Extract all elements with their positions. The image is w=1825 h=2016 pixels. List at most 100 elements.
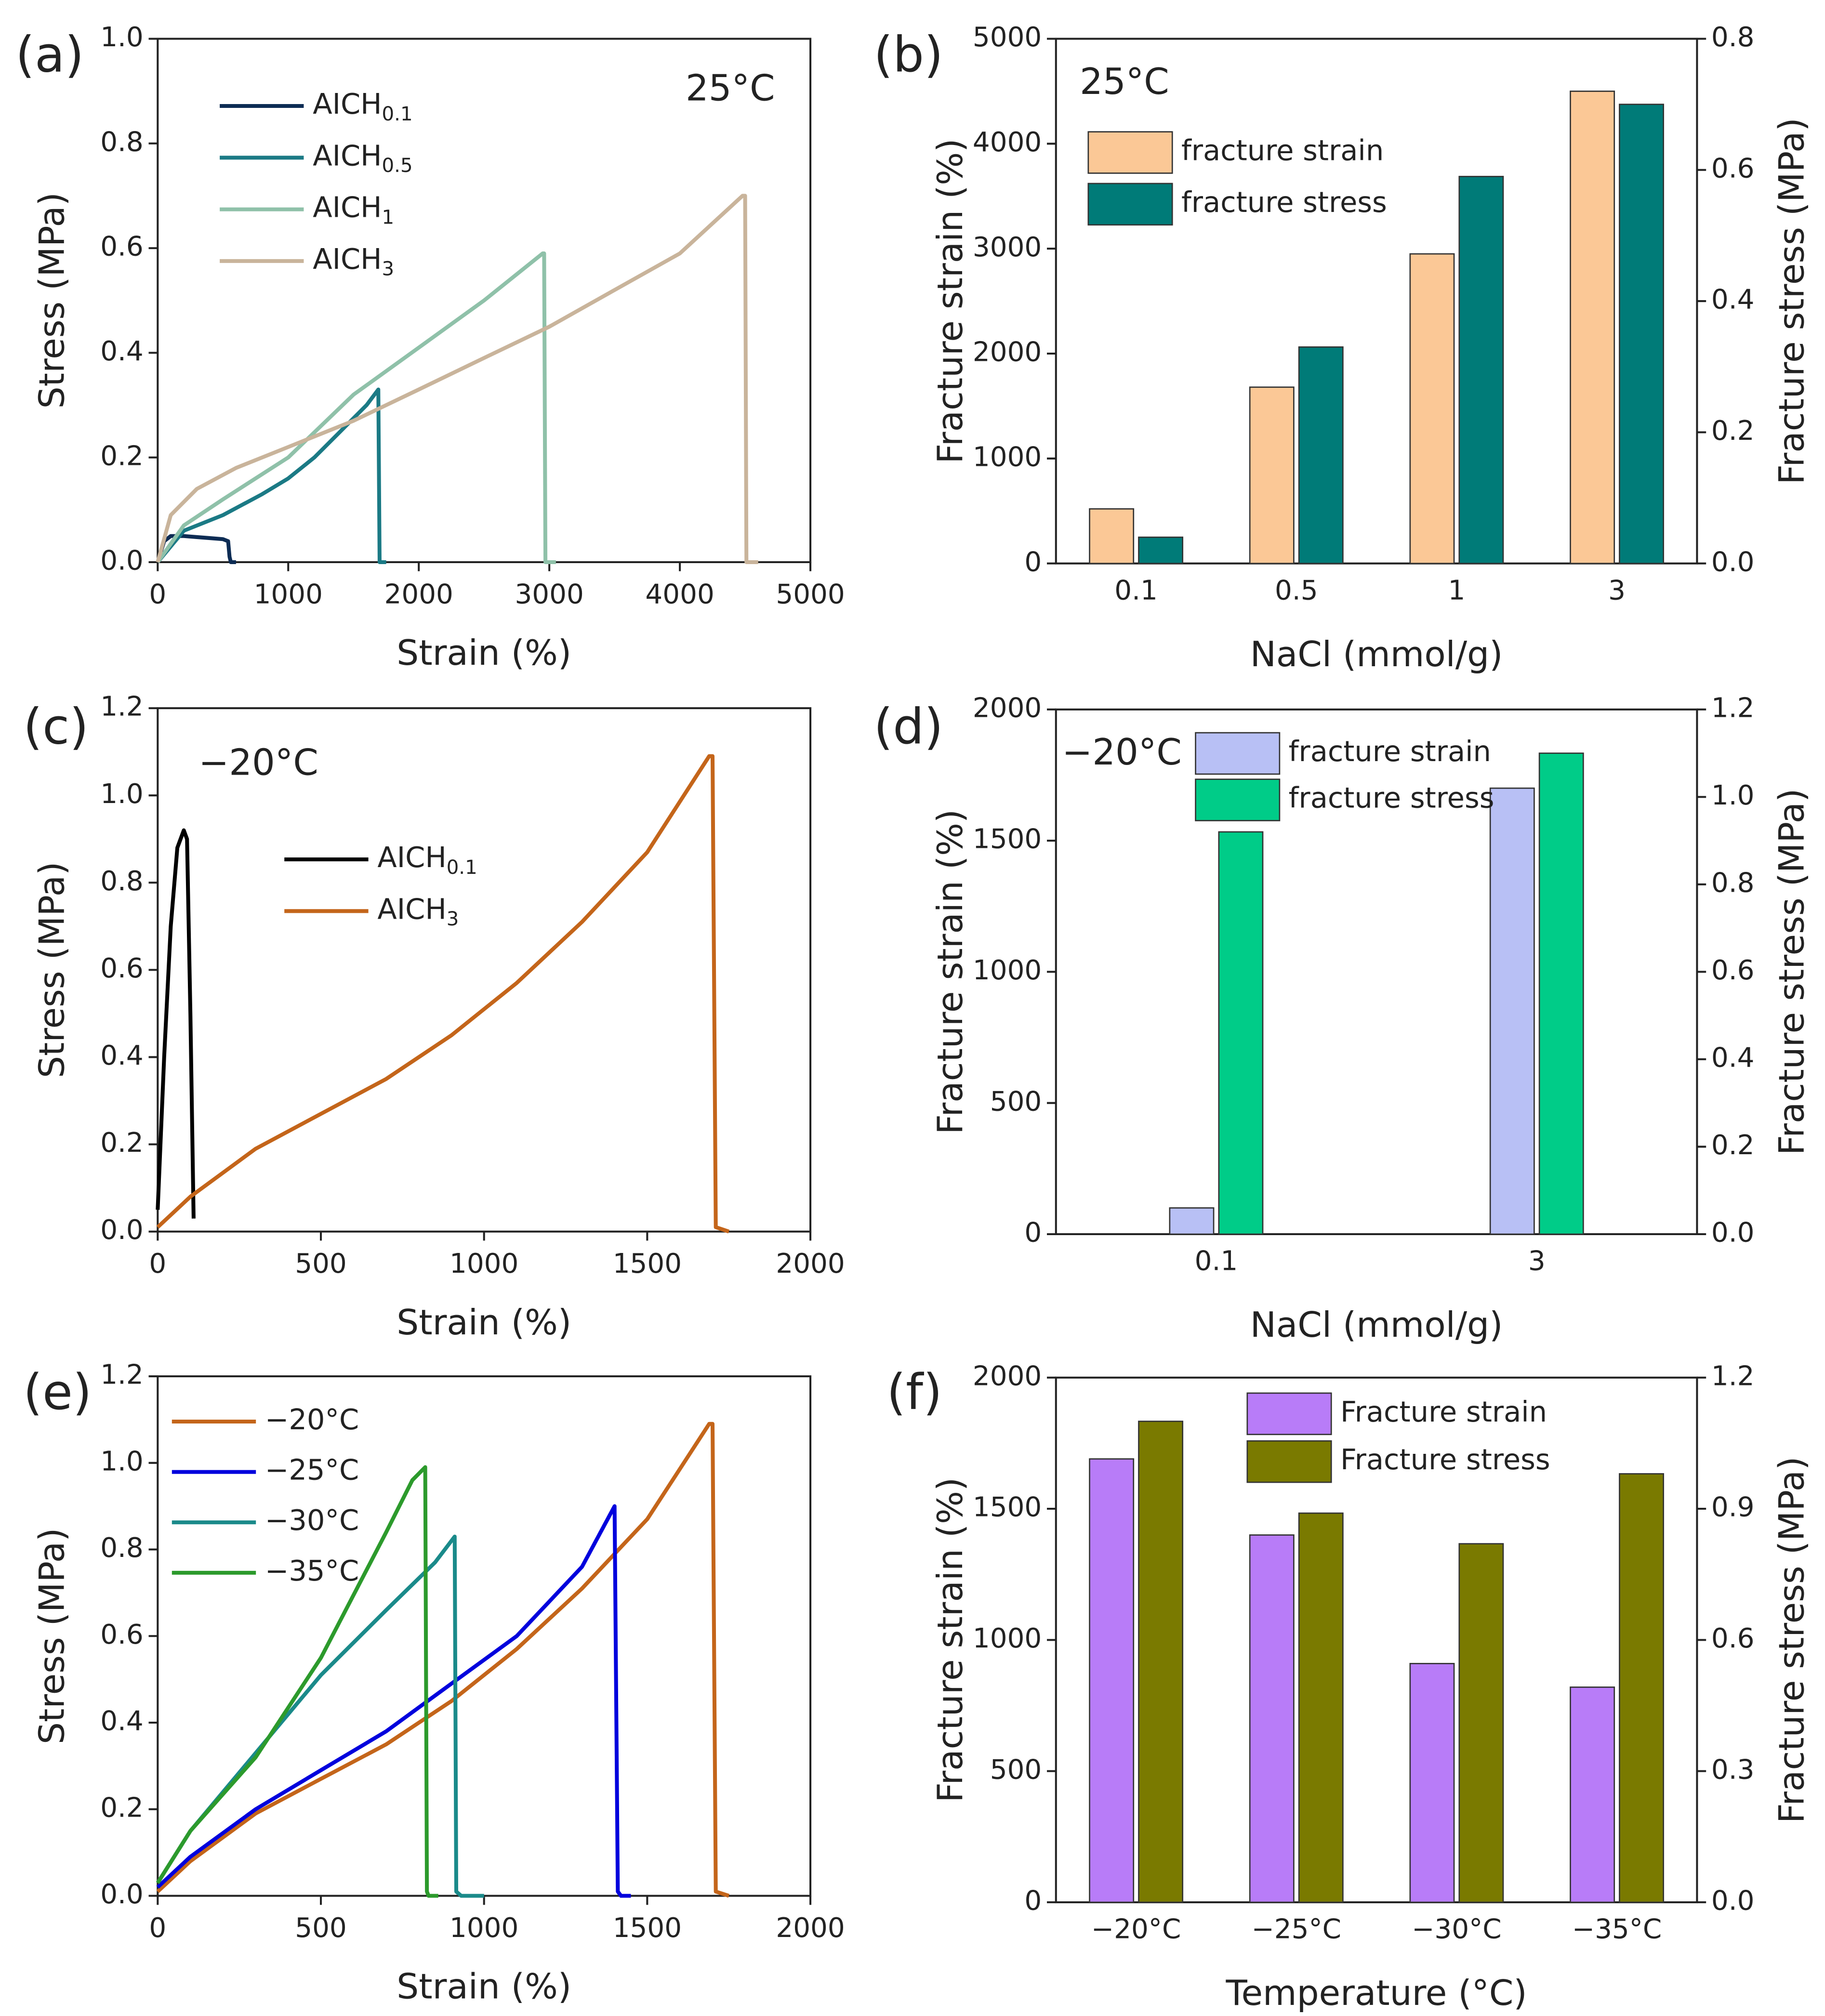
legend-label: fracture stress [1181,185,1387,219]
legend-name: Fracture strain [1340,1395,1547,1428]
x-axis-label: Strain (%) [397,1303,571,1343]
legend-name: −35°C [265,1554,359,1587]
y2-tick-label: 0.8 [1711,22,1755,53]
panel-label: (a) [15,26,84,84]
y-tick-label: 1000 [973,1623,1042,1654]
x-tick-label: 500 [295,1912,347,1944]
line-series [156,534,236,564]
bar [1089,1458,1135,1903]
x-tick-label: −35°C [1572,1914,1662,1945]
bar [1138,536,1184,564]
legend-name: AICH [313,242,382,276]
y-tick-label: 4000 [973,127,1042,158]
y-tick-label: 0.6 [100,953,144,984]
y2-tick-label: 0.9 [1711,1492,1755,1523]
y-tick-label: 1000 [973,955,1042,986]
legend-swatch [1195,778,1281,821]
y-tick-label: 0 [1024,546,1042,578]
line-series [156,194,758,564]
legend-label: AICH1 [313,191,394,229]
x-tick-label: 2000 [776,1912,845,1944]
bar [1298,1512,1344,1903]
legend-subscript: 3 [382,258,395,280]
y-tick-label: 2000 [973,1360,1042,1392]
y-axis-label: Fracture strain (%) [930,809,971,1134]
legend-label: fracture strain [1289,735,1491,768]
annotation: −20°C [198,741,318,784]
legend-name: AICH [377,841,446,874]
y-tick-label: 0.4 [100,336,144,367]
line-series [156,828,196,1219]
legend-label: AICH3 [313,242,394,280]
y2-tick-label: 0.2 [1711,1130,1755,1161]
y-tick-label: 0.4 [100,1706,144,1737]
legend-swatch [1087,183,1173,226]
x-tick-label: 0.5 [1275,575,1318,606]
legend-subscript: 0.5 [382,155,413,177]
bar [1538,752,1584,1235]
y-tick-label: 0.2 [100,1792,144,1823]
y-tick-label: 1500 [973,1492,1042,1523]
legend-label: −35°C [265,1554,359,1587]
bar [1409,1663,1455,1903]
y-tick-label: 1.0 [100,1446,144,1477]
y-axis-label: Fracture strain (%) [930,1477,971,1803]
y2-tick-label: 1.2 [1711,1360,1755,1392]
line-series [156,1465,438,1898]
legend-name: AICH [377,892,446,925]
y-tick-label: 5000 [973,22,1042,53]
bar [1169,1207,1215,1235]
x-tick-label: −25°C [1252,1914,1341,1945]
y-tick-label: 2000 [973,692,1042,724]
legend-subscript: 3 [447,908,459,930]
x-tick-label: 4000 [645,579,714,610]
y-tick-label: 1.0 [100,22,144,53]
line-series [156,1504,631,1898]
legend-name: −25°C [265,1453,359,1487]
y2-tick-label: 0.2 [1711,415,1755,447]
x-tick-label: 1000 [450,1248,518,1279]
x-tick-label: 1 [1448,575,1465,606]
bar [1138,1421,1184,1903]
line-series [156,1422,730,1898]
legend-label: AICH0.1 [313,87,412,125]
line-series [156,387,386,564]
panel-label: (b) [874,26,943,84]
legend-swatch [1246,1440,1332,1483]
legend-label: fracture stress [1289,781,1494,815]
x-tick-label: 0.1 [1195,1246,1238,1277]
x-tick-label: 2000 [776,1248,845,1279]
y-axis-label: Stress (MPa) [32,1528,73,1744]
legend-name: fracture strain [1289,735,1491,768]
y-tick-label: 1000 [973,441,1042,473]
bar [1489,787,1535,1235]
bar [1218,831,1264,1235]
x-tick-label: −20°C [1091,1914,1181,1945]
y2-tick-label: 1.0 [1711,780,1755,811]
y-tick-label: 1.0 [100,778,144,810]
legend-name: Fracture stress [1340,1443,1550,1476]
y-tick-label: 500 [990,1754,1042,1785]
y-tick-label: 0 [1024,1217,1042,1249]
x-tick-label: 1000 [254,579,323,610]
x-tick-label: 1500 [613,1912,682,1944]
legend-label: Fracture stress [1340,1443,1550,1476]
x-axis-label: NaCl (mmol/g) [1250,1305,1503,1345]
y-tick-label: 0.0 [100,545,144,577]
x-axis-label: NaCl (mmol/g) [1250,634,1503,675]
x-tick-label: 3000 [515,579,583,610]
x-axis-label: Strain (%) [397,1967,571,2007]
x-tick-label: 500 [295,1248,347,1279]
y2-tick-label: 0.0 [1711,1217,1755,1249]
x-tick-label: 1000 [450,1912,518,1944]
legend-name: fracture stress [1181,185,1387,219]
annotation: 25°C [1080,60,1169,103]
legend-label: −25°C [265,1453,359,1487]
bar [1298,346,1344,564]
y2-tick-label: 0.4 [1711,284,1755,316]
bar [1570,91,1615,564]
y-tick-label: 0.6 [100,1619,144,1650]
y2-tick-label: 0.0 [1711,1885,1755,1917]
bar [1089,508,1135,564]
